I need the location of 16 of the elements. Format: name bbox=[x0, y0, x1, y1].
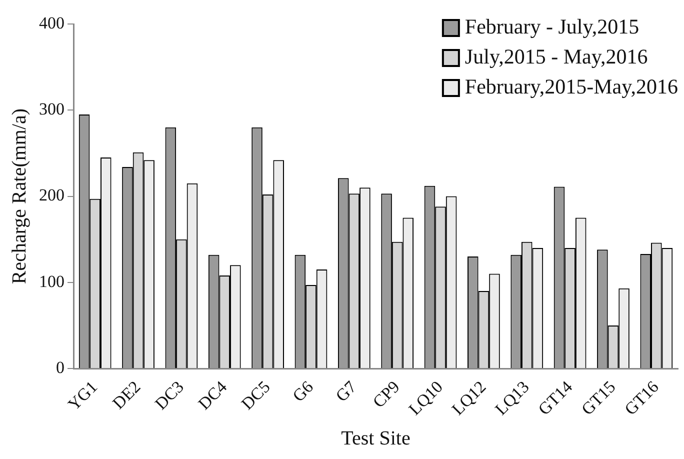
x-tick-label: DC3 bbox=[151, 377, 188, 414]
legend-label: July,2015 - May,2016 bbox=[464, 44, 648, 69]
x-tick-label: G6 bbox=[288, 377, 317, 406]
y-tick-label: 400 bbox=[39, 13, 64, 32]
legend-label: February,2015-May,2016 bbox=[464, 74, 678, 99]
y-tick-label: 200 bbox=[39, 186, 64, 205]
legend-label: February - July,2015 bbox=[464, 14, 640, 39]
x-tick-label: YG1 bbox=[64, 377, 102, 414]
x-tick-label: CP9 bbox=[369, 377, 404, 412]
x-axis-title: Test Site bbox=[341, 427, 410, 450]
y-tick-label: 100 bbox=[39, 272, 64, 291]
y-tick-label: 0 bbox=[56, 358, 64, 377]
y-axis-title: Recharge Rate(mm/a) bbox=[8, 108, 30, 284]
y-tick-label: 300 bbox=[39, 100, 64, 119]
x-tick-label: DE2 bbox=[108, 377, 144, 413]
x-tick-label: G7 bbox=[332, 376, 360, 406]
